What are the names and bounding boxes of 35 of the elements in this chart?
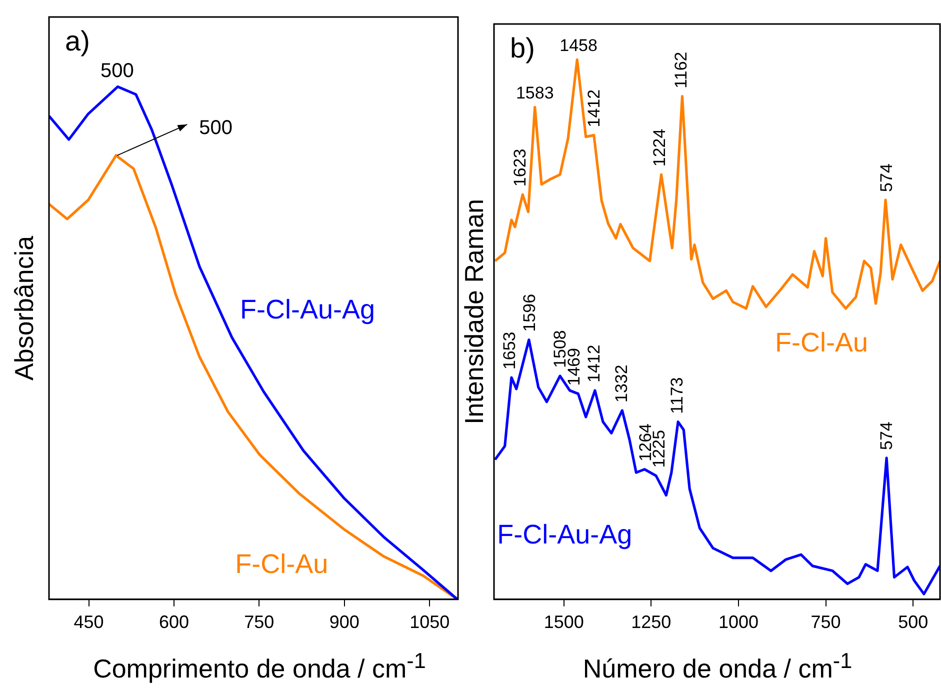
x-tick-label: 1000 — [718, 612, 759, 632]
x-tick-label: 750 — [244, 612, 274, 632]
y-axis-title: Intensidade Raman — [459, 198, 490, 424]
x-tick-label: 450 — [74, 612, 104, 632]
y-axis-title: Absorbância — [9, 235, 40, 380]
annotation: 1412 — [584, 89, 604, 128]
x-tick-label: 600 — [158, 612, 189, 632]
text: a) — [65, 26, 90, 57]
annotation: 1412 — [584, 344, 604, 383]
annotation: 500 — [100, 60, 134, 82]
x-axis-title: Número de onda / cm$^{-1}$ — [582, 648, 854, 685]
annotation: 1162 — [672, 52, 691, 88]
annotation: 574 — [876, 164, 896, 192]
annotation: 1583 — [516, 83, 554, 102]
annotation: b) — [510, 32, 535, 64]
x-tick-label: 900 — [329, 612, 360, 632]
annotation: 1173 — [668, 377, 687, 414]
annotation: 1332 — [612, 364, 632, 402]
x-tick-label: 500 — [898, 612, 928, 632]
annotation: 500 — [199, 116, 233, 139]
annotation: 574 — [876, 422, 896, 450]
series-label: F-Cl-Au-Ag — [497, 520, 632, 550]
x-tick-label: 750 — [810, 612, 841, 632]
annotation: 1623 — [510, 148, 530, 187]
x-axis-title: Comprimento de onda / cm$^{-1}$ — [92, 648, 427, 685]
annotation: 1224 — [650, 128, 669, 167]
annotation: 1596 — [520, 294, 540, 332]
annotation: 1653 — [500, 332, 520, 370]
series-label: F-Cl-Au — [235, 549, 328, 580]
series-label: F-Cl-Au-Ag — [240, 294, 376, 325]
x-tick-label: 1050 — [410, 612, 450, 632]
annotation: 1458 — [560, 36, 598, 55]
series-label: F-Cl-Au — [774, 327, 868, 358]
x-tick-label: 1500 — [544, 612, 584, 632]
x-tick-label: 1250 — [631, 612, 672, 632]
